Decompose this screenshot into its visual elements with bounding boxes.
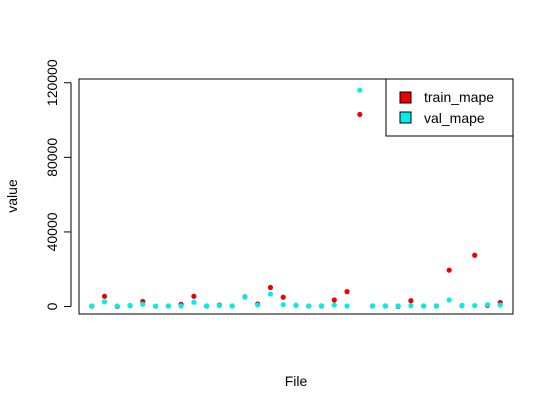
point-train-mape [344, 289, 350, 295]
point-val-mape [382, 303, 388, 309]
point-val-mape [140, 301, 146, 307]
point-val-mape [472, 303, 478, 309]
point-val-mape [306, 303, 312, 309]
point-train-mape [280, 294, 286, 300]
point-val-mape [446, 297, 452, 303]
point-train-mape [408, 298, 414, 304]
point-val-mape [293, 302, 299, 308]
point-train-mape [446, 267, 452, 273]
legend-label-train-mape: train_mape [424, 89, 494, 105]
point-val-mape [497, 302, 503, 308]
point-train-mape [101, 293, 108, 299]
point-val-mape [280, 302, 286, 308]
data-points [89, 87, 503, 310]
point-val-mape [318, 303, 325, 309]
point-val-mape [165, 303, 171, 309]
point-val-mape [484, 302, 491, 308]
point-val-mape [89, 303, 95, 309]
legend-label-val-mape: val_mape [424, 110, 485, 126]
legend-box [385, 78, 514, 137]
y-axis: 0 40000 80000 120000 [44, 59, 72, 310]
y-tick-label: 80000 [44, 138, 60, 177]
point-val-mape [204, 303, 210, 309]
legend: train_mape val_mape [385, 78, 514, 137]
x-axis-label: File [285, 373, 308, 389]
point-val-mape [101, 299, 108, 305]
point-val-mape [459, 303, 465, 309]
legend-swatch-train-mape [399, 91, 412, 104]
plot-area-border [78, 78, 514, 315]
point-train-mape [357, 111, 363, 118]
y-tick-label: 40000 [44, 212, 60, 251]
point-val-mape [114, 303, 120, 309]
point-val-mape [191, 299, 197, 305]
point-val-mape [395, 303, 401, 309]
point-train-mape [331, 297, 337, 303]
point-val-mape [331, 302, 337, 308]
point-val-mape [267, 291, 274, 297]
point-val-mape [433, 303, 440, 309]
point-val-mape [369, 303, 376, 309]
point-train-mape [472, 252, 478, 258]
point-val-mape [255, 302, 261, 308]
point-val-mape [421, 303, 427, 309]
y-axis-label: value [4, 179, 20, 213]
y-tick-label: 120000 [44, 59, 60, 106]
y-tick-label: 0 [44, 302, 60, 310]
point-val-mape [357, 87, 363, 93]
point-val-mape [229, 303, 235, 309]
point-val-mape [216, 303, 223, 309]
point-val-mape [152, 303, 159, 309]
point-val-mape [127, 303, 133, 309]
point-val-mape [408, 303, 414, 309]
point-train-mape [191, 293, 197, 299]
point-val-mape [178, 303, 184, 309]
legend-swatch-val-mape [399, 111, 412, 124]
point-val-mape [344, 303, 350, 309]
point-train-mape [267, 284, 274, 291]
point-val-mape [242, 294, 248, 300]
